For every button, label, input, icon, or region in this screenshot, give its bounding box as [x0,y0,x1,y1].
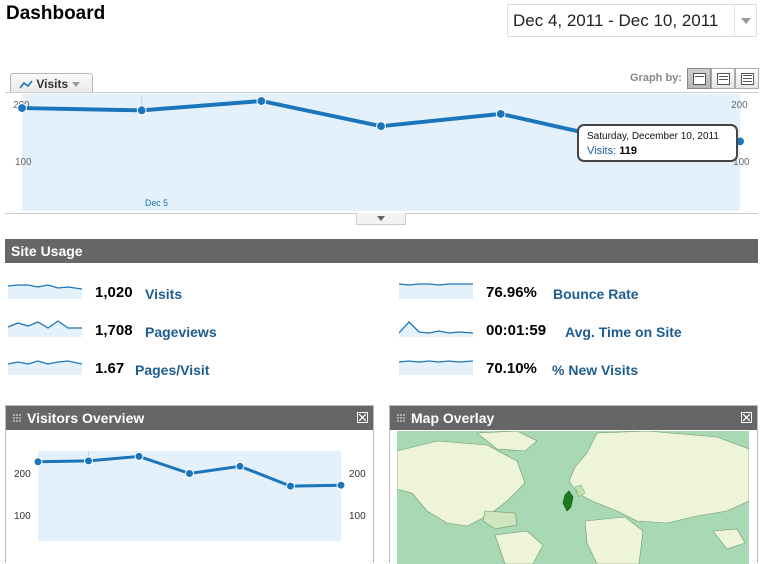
data-point [495,108,506,119]
y-axis-mid-label-right: 100 [733,157,750,168]
sparkline [399,283,473,299]
metric-label-link[interactable]: Avg. Time on Site [565,324,682,340]
graph-by-month-button[interactable] [735,68,759,89]
sparkline [8,360,82,375]
day-view-icon [693,73,706,85]
sparkline [8,284,82,299]
drag-handle-icon[interactable] [397,414,406,423]
data-point [185,469,194,478]
metric-value: 70.10% [486,360,537,377]
metric-value: 76.96% [486,284,537,301]
panel-title: Map Overlay [411,410,495,426]
data-point [33,457,43,467]
week-view-icon [717,73,730,85]
tooltip-metric: Visits: 119 [587,144,736,158]
sparkline [399,321,473,337]
visitors-overview-header[interactable]: Visitors Overview [6,406,373,430]
world-map[interactable] [397,431,749,564]
data-point [376,121,386,132]
date-range-dropdown[interactable] [734,5,756,36]
y-axis-max-label-left: 200 [14,469,31,480]
metric-label-link[interactable]: % New Visits [552,362,639,378]
date-range-label: Dec 4, 2011 - Dec 10, 2011 [513,11,719,30]
site-usage-header: Site Usage [5,239,758,263]
page-title: Dashboard [6,3,106,24]
data-point [17,103,27,113]
map-overlay-header[interactable]: Map Overlay [390,406,757,430]
chart-tooltip: Saturday, December 10, 2011 Visits: 119 [577,124,738,162]
month-view-icon [741,73,754,85]
data-point [136,105,147,116]
world-map-graphic [397,431,749,564]
sparkline [399,360,473,375]
metric-value: 1,708 [95,322,133,339]
visits-line-chart[interactable]: 200 100 200 100 Dec 5 [5,92,758,214]
graph-by-day-button[interactable] [687,68,711,89]
chevron-down-icon [741,18,751,24]
metric-label-link[interactable]: Pages/Visit [135,362,210,378]
metric-label-link[interactable]: Bounce Rate [553,286,639,302]
x-axis-marker-label: Dec 5 [145,198,168,208]
graph-by-label: Graph by: [630,72,682,84]
metric-selector-tab[interactable]: Visits [10,73,93,93]
y-axis-mid-label-right: 100 [349,511,366,522]
tooltip-metric-label: Visits: [587,145,617,157]
close-icon [359,414,366,421]
panel-title: Visitors Overview [27,410,145,426]
data-point [235,461,245,471]
y-axis-max-label-right: 200 [731,100,748,111]
data-point [134,451,144,461]
visitors-overview-chart[interactable]: 200 100 200 100 [6,431,373,564]
sparkline [8,320,82,337]
map-overlay-panel: Map Overlay [389,405,758,564]
y-axis-max-label-right: 200 [349,469,366,480]
line-chart-icon [19,80,33,89]
date-range-picker[interactable]: Dec 4, 2011 - Dec 10, 2011 [507,4,757,37]
chevron-down-icon [71,82,80,88]
graph-collapse-handle[interactable] [356,213,406,225]
data-point [256,96,267,106]
y-axis-mid-label-left: 100 [14,511,31,522]
metric-label-link[interactable]: Visits [145,286,183,302]
tooltip-date: Saturday, December 10, 2011 [587,131,719,142]
metric-label-link[interactable]: Pageviews [145,324,217,340]
close-button[interactable] [741,412,752,423]
metric-value: 1,020 [95,284,133,301]
chevron-down-icon [377,216,385,221]
metric-value: 00:01:59 [486,322,547,339]
data-point [84,456,93,466]
close-icon [743,414,750,421]
visitors-overview-panel: Visitors Overview 200 100 200 100 [5,405,374,563]
tooltip-value: 119 [619,145,637,157]
graph-by-week-button[interactable] [711,68,735,89]
drag-handle-icon[interactable] [13,414,22,423]
y-axis-mid-label-left: 100 [15,157,32,168]
metric-selector-label: Visits [36,77,69,91]
metric-value: 1.67 [95,360,125,377]
data-point [336,480,346,490]
close-button[interactable] [357,412,368,423]
data-point [286,481,295,491]
